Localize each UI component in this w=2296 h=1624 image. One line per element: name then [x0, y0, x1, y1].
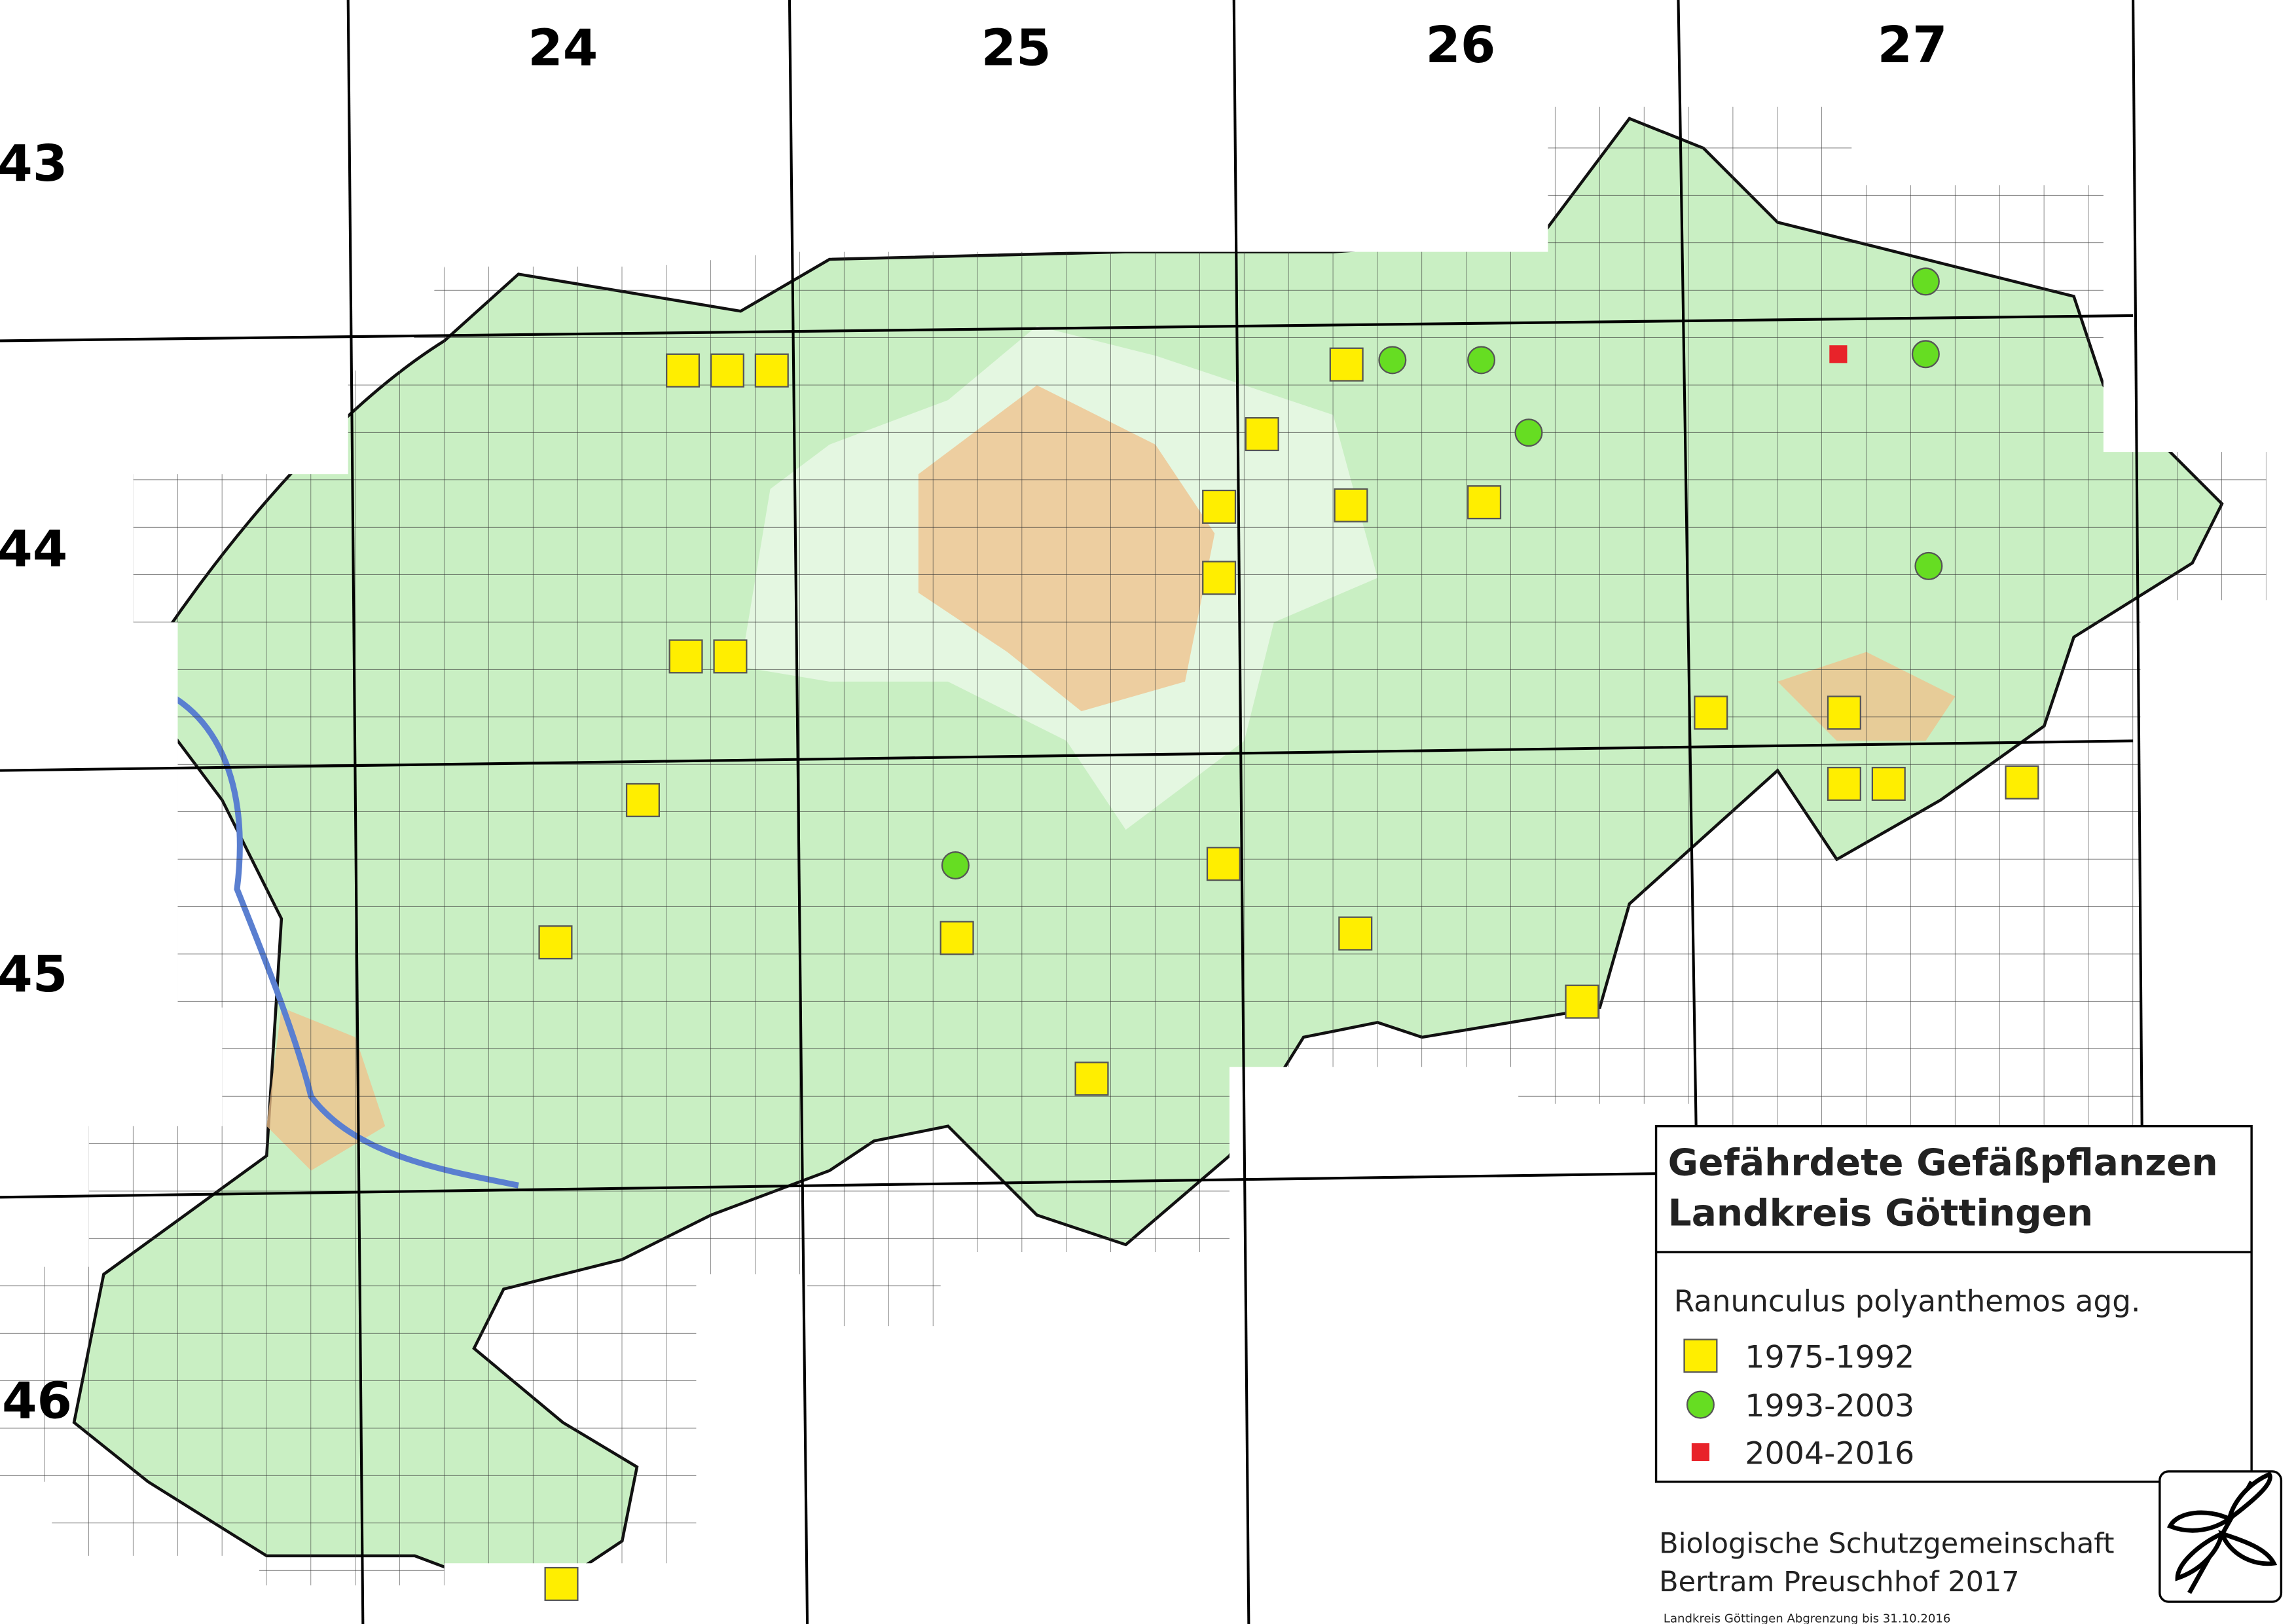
record-square [2005, 765, 2039, 800]
record-square [1202, 489, 1237, 524]
row-label: 46 [2, 1372, 72, 1430]
legend-box [1654, 1125, 2253, 1483]
credit-line: Biologische Schutzgemeinschaft [1659, 1527, 2114, 1560]
dragonfly-logo [2166, 1471, 2278, 1595]
major-grid [0, 0, 2143, 1624]
record-circle [1514, 418, 1543, 447]
record-circle [1911, 340, 1940, 369]
column-label: 24 [528, 20, 598, 78]
legend-label: 1993-2003 [1745, 1388, 1914, 1424]
legend-symbol [1686, 1390, 1715, 1419]
legend-title: Gefährdete Gefäßpflanzen [1668, 1141, 2218, 1184]
record-square [1467, 485, 1502, 520]
record-square [754, 353, 789, 388]
record-square [1694, 695, 1728, 730]
record-circle [1378, 346, 1407, 375]
record-square [1338, 916, 1373, 951]
record-square [668, 639, 703, 674]
credit-line: Bertram Preuschhof 2017 [1659, 1566, 2020, 1598]
record-square [1206, 847, 1241, 881]
record-square [1245, 416, 1279, 452]
row-label: 45 [0, 946, 67, 1004]
grid-labels: 24 25 26 27 43 44 45 46 [0, 16, 1948, 1430]
row-label: 43 [0, 135, 67, 193]
record-circle [941, 851, 970, 879]
legend-label: 1975-1992 [1745, 1340, 1914, 1376]
record-square [710, 353, 744, 388]
legend-symbol [1683, 1338, 1718, 1373]
record-square [1565, 984, 1599, 1019]
legend: Gefährdete Gefäßpflanzen Landkreis Götti… [1654, 1125, 2253, 1483]
column-label: 27 [1877, 16, 1947, 75]
record-square [1334, 488, 1368, 523]
record-square [625, 783, 660, 817]
record-square [1827, 766, 1861, 802]
credits: Biologische Schutzgemeinschaft Bertram P… [1659, 1470, 2283, 1624]
record-square [1329, 347, 1364, 382]
record-square [1871, 766, 1906, 802]
record-square [666, 353, 701, 388]
record-square [1827, 695, 1861, 730]
legend-label: 2004-2016 [1745, 1436, 1914, 1472]
records-1975-1992 [538, 347, 2039, 1601]
record-square [1074, 1061, 1109, 1096]
legend-species: Ranunculus polyanthemos agg. [1674, 1284, 2141, 1319]
record-circle [1911, 267, 1940, 296]
column-label: 25 [981, 20, 1051, 78]
record-circle [1914, 551, 1943, 580]
legend-title: Landkreis Göttingen [1668, 1191, 2094, 1234]
legend-symbol [1691, 1443, 1710, 1462]
record-square [1202, 561, 1237, 595]
row-label: 44 [0, 520, 67, 578]
record-square [713, 639, 748, 674]
credit-note: Landkreis Göttingen Abgrenzung bis 31.10… [1664, 1612, 1951, 1624]
record-square [939, 921, 974, 955]
records-1993-2003 [941, 267, 1943, 879]
record-red-square [1829, 345, 1848, 363]
record-square [544, 1566, 579, 1601]
record-square [538, 925, 573, 960]
column-label: 26 [1425, 16, 1495, 75]
record-circle [1467, 346, 1496, 375]
